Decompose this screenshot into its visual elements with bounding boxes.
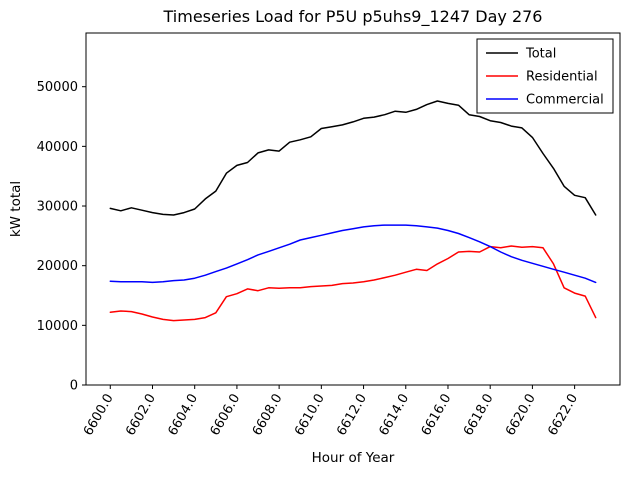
x-tick-label: 6620.0: [503, 392, 539, 439]
chart-title: Timeseries Load for P5U p5uhs9_1247 Day …: [163, 7, 543, 27]
y-tick-label: 10000: [37, 319, 78, 334]
x-tick-label: 6610.0: [292, 392, 328, 439]
y-tick-label: 40000: [37, 140, 78, 155]
x-tick-label: 6622.0: [545, 392, 581, 439]
legend-label: Commercial: [526, 93, 604, 108]
axes-border: [85, 32, 621, 386]
series-line-commercial: [109, 224, 597, 284]
x-tick-label: 6602.0: [123, 392, 159, 439]
x-tick-label: 6616.0: [419, 392, 455, 439]
y-tick-label: 20000: [37, 259, 78, 274]
x-tick-label: 6600.0: [81, 392, 117, 439]
y-tick-label: 0: [70, 379, 78, 394]
y-axis-label: kW total: [8, 181, 24, 237]
y-tick-label: 30000: [37, 200, 78, 215]
legend-label: Residential: [526, 70, 598, 85]
x-tick-label: 6606.0: [208, 392, 244, 439]
series-line-residential: [109, 245, 597, 322]
legend-label: Total: [525, 47, 556, 62]
series-layer: [109, 100, 597, 322]
y-tick-label: 50000: [37, 80, 78, 95]
x-axis-label: Hour of Year: [312, 450, 395, 466]
x-tick-label: 6612.0: [334, 392, 370, 439]
x-tick-label: 6614.0: [376, 392, 412, 439]
x-tick-label: 6618.0: [461, 392, 497, 439]
legend: Total Residential Commercial: [476, 38, 614, 114]
x-tick-label: 6608.0: [250, 392, 286, 439]
x-tick-label: 6604.0: [165, 392, 201, 439]
series-line-total: [109, 100, 597, 216]
